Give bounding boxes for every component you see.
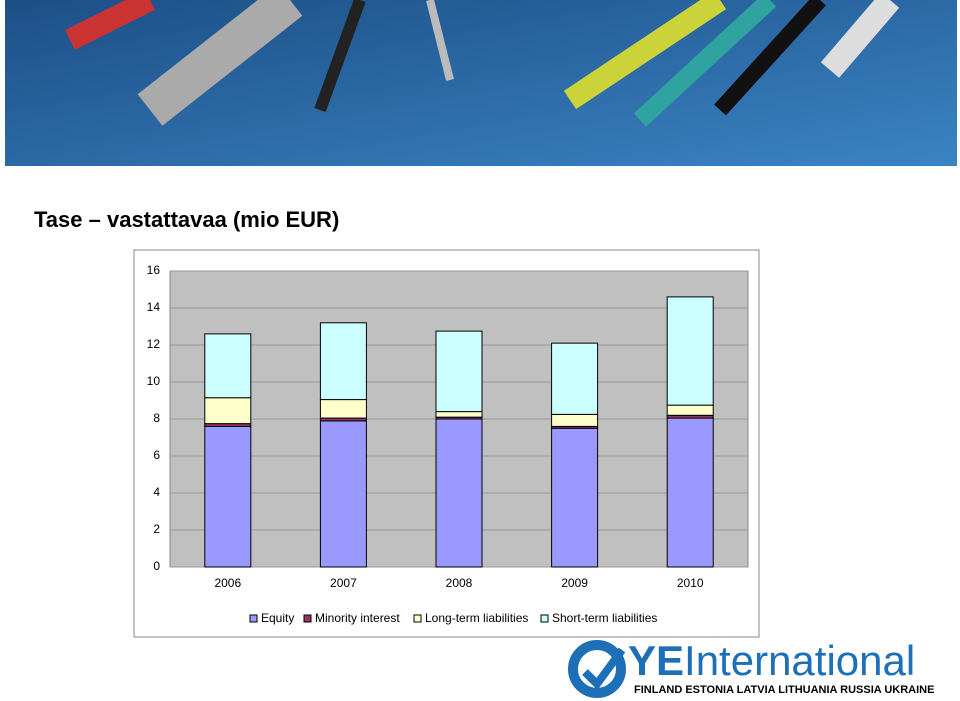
legend-swatch <box>540 614 549 623</box>
x-tick-label: 2007 <box>330 576 357 590</box>
x-tick-label: 2008 <box>446 576 473 590</box>
logo: YEInternational FINLAND ESTONIA LATVIA L… <box>568 637 934 698</box>
y-tick-label: 14 <box>147 300 161 314</box>
x-tick-label: 2009 <box>561 576 588 590</box>
y-tick-label: 2 <box>153 522 160 536</box>
bar-segment <box>666 296 714 406</box>
chart-title: Tase – vastattavaa (mio EUR) <box>34 207 339 232</box>
y-tick-label: 10 <box>147 374 161 388</box>
legend-label: Minority interest <box>315 611 400 625</box>
y-tick-label: 4 <box>153 485 160 499</box>
bar-segment <box>435 418 483 568</box>
legend-label: Short-term liabilities <box>552 611 657 625</box>
bar-segment <box>666 417 714 568</box>
chart: 0 2 4 6 8 10 12 14 16 2006 2007 2008 2009 2010 Equity M… <box>147 263 748 625</box>
bar-segment <box>319 399 367 419</box>
bar-segment <box>666 404 714 416</box>
bar-segment <box>204 333 252 399</box>
bar-segment <box>435 411 483 418</box>
bar-segment <box>204 397 252 425</box>
legend-label: Equity <box>261 611 294 625</box>
legend-swatch <box>413 614 422 623</box>
bar-segment <box>551 427 599 568</box>
bar-segment <box>551 342 599 415</box>
y-tick-label: 16 <box>147 263 161 277</box>
x-tick-label: 2006 <box>214 576 241 590</box>
legend-label: Long-term liabilities <box>425 611 528 625</box>
legend-swatch <box>303 614 312 623</box>
bar-segment <box>319 322 367 401</box>
x-tick-label: 2010 <box>677 576 704 590</box>
y-tick-label: 12 <box>147 337 161 351</box>
logo-name: YEInternational <box>628 637 915 684</box>
logo-countries: FINLAND ESTONIA LATVIA LITHUANIA RUSSIA … <box>634 684 934 696</box>
y-tick-label: 8 <box>153 411 160 425</box>
banner-photo <box>5 0 957 166</box>
legend-swatch <box>249 614 258 623</box>
bar-segment <box>204 425 252 568</box>
y-tick-label: 0 <box>153 559 160 573</box>
bar-segment <box>551 413 599 427</box>
y-tick-label: 6 <box>153 448 160 462</box>
bar-segment <box>319 420 367 568</box>
bar-segment <box>435 330 483 413</box>
